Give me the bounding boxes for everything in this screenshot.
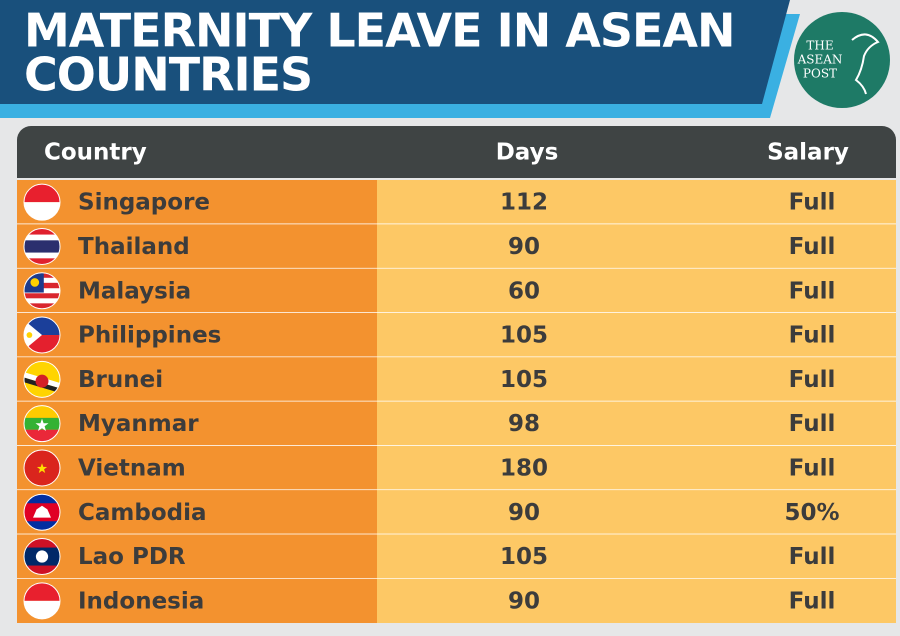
country-name: Philippines xyxy=(78,323,221,349)
banner xyxy=(0,0,790,104)
days: 98 xyxy=(508,411,540,437)
flag-border xyxy=(23,272,61,310)
logo xyxy=(794,12,890,108)
country-name: Thailand xyxy=(78,234,190,260)
flag-stripe xyxy=(24,429,60,442)
flag-emblem xyxy=(26,332,33,338)
flag-stripe xyxy=(24,298,60,304)
country-cell xyxy=(17,490,377,535)
flag-border xyxy=(23,227,61,265)
country-name: Myanmar xyxy=(78,411,199,437)
title-line: MATERNITY LEAVE IN ASEAN xyxy=(24,4,734,58)
value-cell xyxy=(377,357,896,402)
flag xyxy=(24,361,60,398)
country-name: Brunei xyxy=(78,367,163,393)
flag-stripe xyxy=(24,600,60,619)
country-name: Lao PDR xyxy=(78,544,186,570)
flag xyxy=(24,538,60,575)
flag xyxy=(24,449,60,486)
country-name: Cambodia xyxy=(78,500,207,526)
country-name: Malaysia xyxy=(78,278,191,304)
flag-border xyxy=(23,316,61,354)
value-cell xyxy=(377,401,896,446)
country-cell xyxy=(17,357,377,402)
flag-stripe xyxy=(24,582,60,601)
country-cell xyxy=(17,401,377,446)
flag xyxy=(24,405,60,442)
value-cell xyxy=(377,312,896,358)
flag xyxy=(24,272,60,309)
salary: 50% xyxy=(784,500,839,526)
salary: Full xyxy=(789,323,836,349)
flag-border xyxy=(23,405,61,443)
days: 90 xyxy=(508,588,540,614)
salary: Full xyxy=(789,190,836,216)
salary: Full xyxy=(789,588,836,614)
salary: Full xyxy=(789,234,836,260)
flag-border xyxy=(23,493,61,531)
table-header xyxy=(17,126,896,178)
title-line: COUNTRIES xyxy=(24,48,312,102)
flag-emblem xyxy=(30,278,40,287)
flag-border xyxy=(23,582,61,620)
salary: Full xyxy=(789,455,836,481)
flag-border xyxy=(23,360,61,398)
days: 105 xyxy=(500,544,548,570)
flag-stripe xyxy=(24,202,60,221)
flag-border xyxy=(23,183,61,221)
flag xyxy=(24,494,60,531)
logo-text: POST xyxy=(803,67,837,81)
days: 112 xyxy=(500,190,548,216)
column-header: Country xyxy=(44,140,147,166)
flag-stripe xyxy=(24,405,60,418)
flag-border xyxy=(23,538,61,576)
days: 60 xyxy=(508,278,540,304)
flag xyxy=(24,582,60,619)
country-cell xyxy=(17,224,377,269)
column-header: Days xyxy=(496,140,559,166)
logo-text: THE xyxy=(806,39,833,53)
days: 105 xyxy=(500,367,548,393)
flag-stripe xyxy=(24,184,60,203)
column-header: Salary xyxy=(767,140,849,166)
flag-stripe xyxy=(24,240,60,253)
salary: Full xyxy=(789,544,836,570)
value-cell xyxy=(377,445,896,491)
country-cell xyxy=(17,578,377,623)
country-name: Singapore xyxy=(78,190,210,216)
flag-star xyxy=(35,418,49,431)
country-cell xyxy=(17,180,377,225)
salary: Full xyxy=(789,367,836,393)
days: 90 xyxy=(508,234,540,260)
days: 90 xyxy=(508,500,540,526)
country-name: Indonesia xyxy=(78,588,204,614)
country-name: Vietnam xyxy=(78,455,186,481)
country-cell xyxy=(17,268,377,313)
value-cell xyxy=(377,268,896,313)
flag xyxy=(24,228,60,265)
value-cell xyxy=(377,578,896,623)
logo-bird xyxy=(851,33,880,95)
country-cell xyxy=(17,312,377,358)
value-cell xyxy=(377,490,896,535)
days: 180 xyxy=(500,455,548,481)
days: 105 xyxy=(500,323,548,349)
salary: Full xyxy=(789,278,836,304)
flag-emblem xyxy=(35,374,49,388)
value-cell xyxy=(377,534,896,579)
flag-shape xyxy=(33,505,51,518)
flag-border xyxy=(23,449,61,487)
salary: Full xyxy=(789,411,836,437)
flag-star xyxy=(36,463,48,473)
flag xyxy=(24,184,60,221)
country-cell xyxy=(17,445,377,491)
flag-emblem xyxy=(35,550,49,563)
value-cell xyxy=(377,180,896,225)
logo-text: ASEAN xyxy=(797,53,843,67)
value-cell xyxy=(377,224,896,269)
country-cell xyxy=(17,534,377,579)
